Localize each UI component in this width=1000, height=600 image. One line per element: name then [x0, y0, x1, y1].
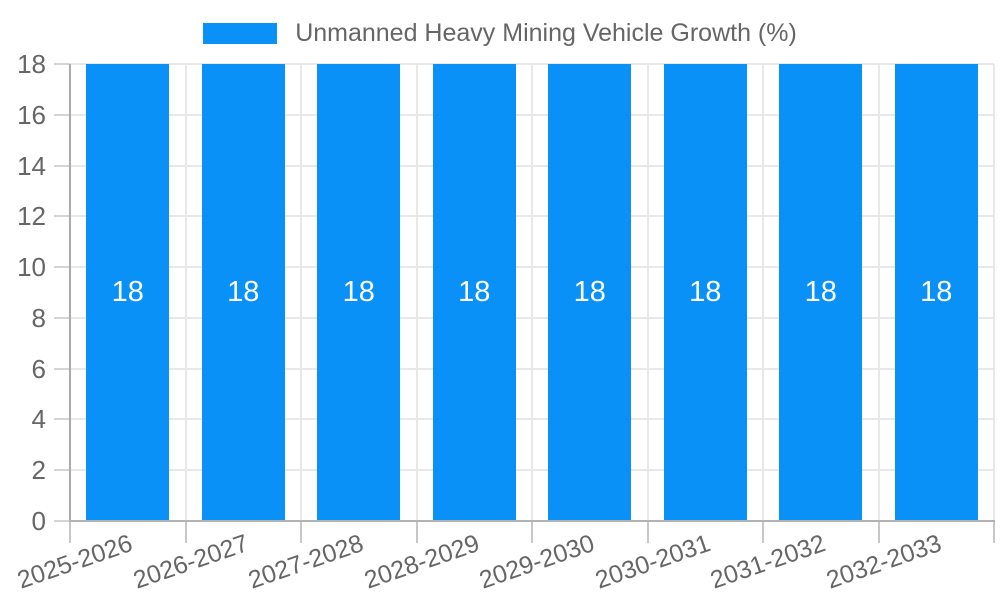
y-tick-mark — [54, 266, 70, 269]
x-axis-line — [69, 520, 995, 522]
y-axis-tick-label: 12 — [17, 201, 46, 232]
bar-value-label: 18 — [920, 276, 953, 308]
x-tick-mark — [646, 521, 649, 543]
bar-value-label: 18 — [804, 276, 837, 308]
y-axis-tick-label: 16 — [17, 99, 46, 130]
y-axis-tick-label: 10 — [17, 252, 46, 283]
bar[interactable]: 18 — [779, 64, 863, 521]
y-axis-tick-label: 0 — [31, 506, 46, 536]
y-tick-mark — [54, 164, 70, 167]
bar-value-label: 18 — [342, 276, 375, 308]
legend[interactable]: Unmanned Heavy Mining Vehicle Growth (%) — [0, 18, 1000, 47]
gridline-vertical — [762, 64, 764, 521]
y-tick-mark — [54, 215, 70, 218]
gridline-vertical — [877, 64, 880, 521]
bar-value-label: 18 — [573, 276, 606, 308]
x-axis-tick-label: 2032-2033 — [822, 529, 945, 595]
bar[interactable]: 18 — [86, 64, 170, 521]
bar[interactable]: 18 — [663, 64, 747, 521]
x-axis-tick-label: 2025-2026 — [14, 529, 137, 595]
x-tick-mark — [300, 521, 302, 543]
x-tick-mark — [993, 521, 995, 543]
bar-value-label: 18 — [227, 276, 260, 308]
bar-value-label: 18 — [689, 276, 722, 308]
x-axis-tick-label: 2031-2032 — [707, 529, 830, 595]
gridline-vertical — [415, 64, 418, 521]
y-axis-tick-label: 14 — [17, 150, 46, 181]
x-tick-mark — [531, 521, 533, 543]
bar[interactable]: 18 — [201, 64, 285, 521]
y-tick-mark — [54, 418, 70, 421]
y-axis-line — [69, 64, 71, 521]
bar[interactable]: 18 — [317, 64, 401, 521]
bar-value-label: 18 — [458, 276, 491, 308]
y-axis-tick-label: 8 — [31, 302, 46, 333]
x-tick-mark — [184, 521, 187, 543]
y-axis-tick-label: 18 — [17, 49, 46, 79]
legend-label: Unmanned Heavy Mining Vehicle Growth (%) — [295, 18, 797, 47]
y-tick-mark — [54, 316, 70, 319]
gridline-vertical — [184, 64, 187, 521]
y-tick-mark — [54, 113, 70, 116]
bar[interactable]: 18 — [894, 64, 978, 521]
x-tick-mark — [415, 521, 418, 543]
y-axis-tick-label: 6 — [31, 353, 46, 384]
y-tick-mark — [54, 469, 70, 472]
x-tick-mark — [762, 521, 764, 543]
gridline-vertical — [300, 64, 302, 521]
x-tick-mark — [69, 521, 71, 543]
y-axis-tick-label: 2 — [31, 455, 46, 486]
bar[interactable]: 18 — [548, 64, 632, 521]
y-tick-mark — [54, 367, 70, 370]
bar[interactable]: 18 — [432, 64, 516, 521]
x-axis-tick-label: 2026-2027 — [129, 529, 252, 595]
legend-swatch-icon — [203, 22, 278, 44]
bar-value-label: 18 — [111, 276, 144, 308]
x-axis-tick-label: 2029-2030 — [476, 529, 599, 595]
gridline-vertical — [993, 64, 995, 521]
y-tick-mark — [54, 520, 70, 522]
gridline-vertical — [531, 64, 533, 521]
x-axis-tick-label: 2027-2028 — [245, 529, 368, 595]
y-tick-mark — [54, 63, 70, 65]
y-axis-tick-label: 4 — [31, 404, 46, 435]
x-tick-mark — [877, 521, 880, 543]
x-axis-tick-label: 2028-2029 — [360, 529, 483, 595]
x-axis-tick-label: 2030-2031 — [591, 529, 714, 595]
gridline-vertical — [646, 64, 649, 521]
